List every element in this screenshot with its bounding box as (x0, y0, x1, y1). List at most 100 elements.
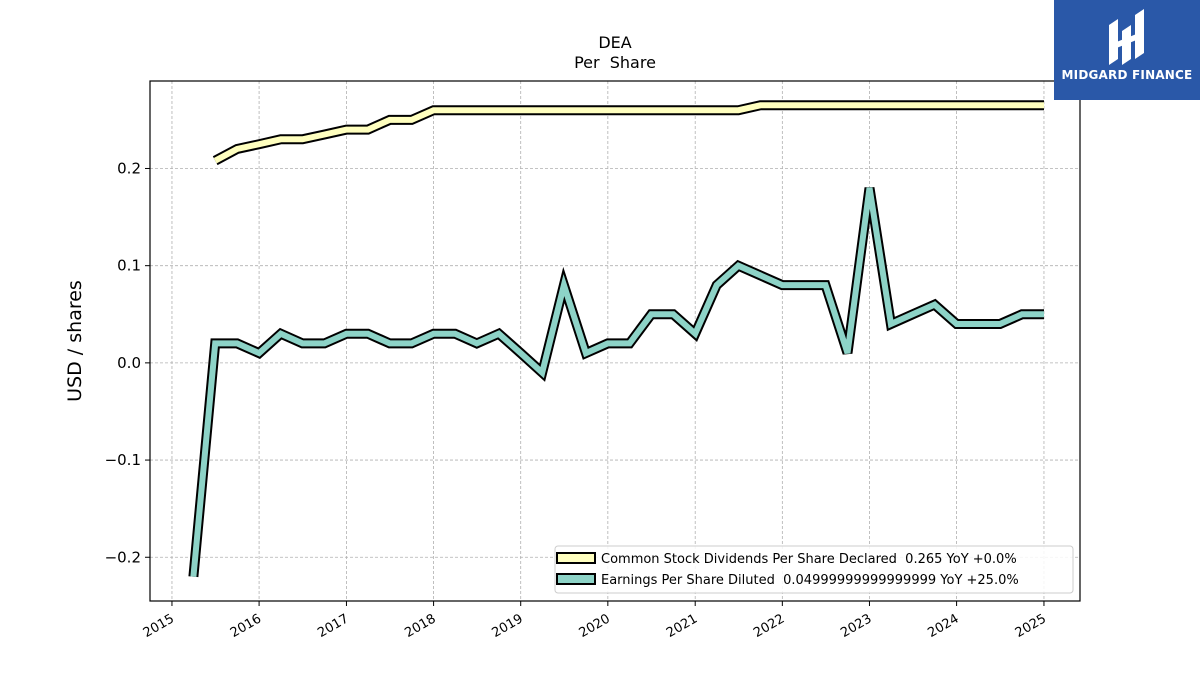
data-point (322, 132, 328, 138)
legend-box (554, 545, 1074, 594)
data-point (234, 340, 240, 346)
y-tick-label: 0.2 (117, 159, 141, 177)
data-point (496, 331, 502, 337)
x-tick-label: 2021 (664, 611, 700, 641)
data-point (627, 107, 633, 113)
data-point (212, 340, 218, 346)
data-point (714, 282, 720, 288)
x-tick-label: 2019 (490, 611, 526, 641)
series-eps (188, 185, 1047, 580)
data-point (344, 331, 350, 337)
data-point (234, 146, 240, 152)
series-layer (188, 100, 1047, 580)
data-point (714, 107, 720, 113)
data-point (1041, 102, 1047, 108)
data-point (605, 340, 611, 346)
data-point (256, 141, 262, 147)
data-point (256, 350, 262, 356)
data-point (627, 340, 633, 346)
data-point (670, 107, 676, 113)
y-tick-label: −0.2 (105, 548, 141, 566)
series-line (213, 102, 1044, 164)
data-point (431, 107, 437, 113)
data-point (757, 102, 763, 108)
data-point (300, 340, 306, 346)
x-tick-label: 2018 (402, 611, 438, 641)
y-tick-label: −0.1 (105, 451, 141, 469)
data-point (561, 107, 567, 113)
x-tick-label: 2017 (315, 611, 351, 641)
y-tick-label: 0.0 (117, 354, 141, 372)
x-tick-label: 2025 (1013, 611, 1049, 641)
data-point (801, 102, 807, 108)
data-point (823, 102, 829, 108)
data-point (823, 282, 829, 288)
data-point (932, 102, 938, 108)
x-axis: 2015 2016 2017 2018 2019 2020 2021 2022 2023 2024… (141, 601, 1049, 641)
data-point (1019, 311, 1025, 317)
data-point (735, 107, 741, 113)
data-point (845, 350, 851, 356)
data-point (300, 136, 306, 142)
data-point (692, 331, 698, 337)
chart-subtitle: Per Share (574, 53, 656, 72)
data-point (518, 350, 524, 356)
x-tick-label: 2022 (751, 611, 787, 641)
plot-frame (149, 80, 1081, 602)
data-point (431, 331, 437, 337)
brand-logo: MIDGARD FINANCE (1054, 0, 1200, 100)
data-point (561, 282, 567, 288)
data-point (496, 107, 502, 113)
data-point (409, 117, 415, 123)
data-point (452, 331, 458, 337)
data-point (387, 340, 393, 346)
data-point (212, 158, 218, 164)
data-point (344, 127, 350, 133)
data-point (648, 311, 654, 317)
y-axis: −0.2 −0.1 0.0 0.1 0.2 (105, 159, 150, 566)
series-outline (188, 187, 1044, 578)
grid (150, 81, 1080, 601)
data-point (997, 321, 1003, 327)
legend: Common Stock Dividends Per Share Declare… (554, 545, 1074, 594)
data-point (190, 574, 196, 580)
legend-swatch-eps (556, 573, 596, 585)
data-point (539, 107, 545, 113)
data-point (365, 331, 371, 337)
data-point (692, 107, 698, 113)
data-point (583, 350, 589, 356)
y-tick-label: 0.1 (117, 257, 141, 275)
brand-mark-icon (1109, 9, 1144, 65)
legend-label-dividends: Common Stock Dividends Per Share Declare… (601, 552, 1017, 567)
x-tick-label: 2016 (228, 611, 264, 641)
data-point (975, 102, 981, 108)
data-point (1041, 311, 1047, 317)
data-point (910, 102, 916, 108)
data-point (278, 136, 284, 142)
data-point (888, 321, 894, 327)
x-tick-label: 2023 (838, 611, 874, 641)
x-tick-label: 2024 (925, 611, 961, 641)
data-point (867, 185, 873, 191)
data-point (932, 302, 938, 308)
data-point (452, 107, 458, 113)
series-dividends (212, 100, 1047, 166)
data-point (648, 107, 654, 113)
data-point (539, 370, 545, 376)
y-axis-label: USD / shares (64, 280, 86, 402)
data-point (474, 340, 480, 346)
data-point (474, 107, 480, 113)
data-point (954, 321, 960, 327)
data-point (670, 311, 676, 317)
data-point (779, 102, 785, 108)
data-point (779, 282, 785, 288)
data-point (409, 340, 415, 346)
legend-label-eps: Earnings Per Share Diluted 0.04999999999… (601, 573, 1019, 588)
x-tick-label: 2020 (577, 611, 613, 641)
data-point (583, 107, 589, 113)
data-point (845, 102, 851, 108)
series-line (190, 187, 1044, 577)
brand-name: MIDGARD FINANCE (1061, 68, 1193, 82)
data-point (910, 311, 916, 317)
